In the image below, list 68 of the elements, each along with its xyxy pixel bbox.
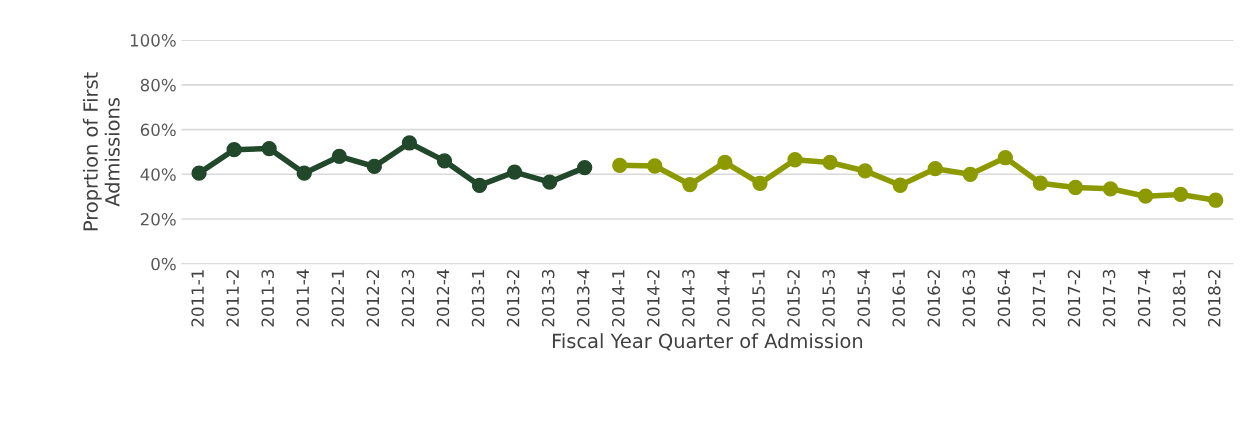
x-tick-label: 2014-4 [717, 269, 730, 327]
x-tick-label: 2015-1 [752, 270, 765, 327]
point [471, 177, 488, 194]
x-tick-label: 2016-2 [927, 270, 941, 327]
point [296, 165, 312, 181]
x-tick-label: 2016-1 [892, 270, 906, 327]
point [962, 166, 978, 182]
y-tick-label: 20% [140, 212, 176, 226]
x-tick-label: 2013-4 [576, 269, 590, 327]
point [1067, 179, 1084, 196]
point [261, 140, 277, 157]
point [191, 165, 207, 181]
x-tick-label: 2014-2 [647, 270, 660, 327]
point [787, 152, 803, 168]
y-tick-label: 0% [151, 257, 176, 271]
y-tick-label: 80% [140, 78, 176, 92]
point [682, 176, 698, 193]
x-tick-label: 2011-1 [191, 270, 204, 327]
point [1208, 192, 1224, 208]
point [506, 164, 523, 180]
point [822, 154, 838, 171]
x-axis-title: Fiscal Year Quarter of Admission [552, 333, 863, 351]
x-tick-label: 2017-3 [1102, 269, 1116, 327]
x-tick-label: 2018-2 [1207, 270, 1221, 327]
point [1172, 186, 1189, 203]
point [752, 175, 768, 192]
y-tick-label: 60% [140, 123, 176, 137]
x-tick-label: 2012-3 [401, 269, 415, 327]
x-tick-label: 2013-2 [506, 270, 520, 327]
x-tick-label: 2012-2 [366, 270, 380, 327]
x-tick-label: 2017-2 [1067, 270, 1081, 327]
point [717, 154, 733, 171]
x-tick-label: 2015-3 [822, 269, 835, 327]
point [647, 158, 663, 174]
point [857, 163, 873, 179]
x-tick-label: 2012-1 [331, 270, 345, 327]
point [226, 142, 242, 158]
x-tick-label: 2013-1 [471, 270, 485, 327]
x-tick-label: 2018-1 [1172, 270, 1186, 327]
point [541, 174, 558, 190]
point [1032, 175, 1049, 191]
x-tick-label: 2011-2 [226, 270, 239, 327]
x-tick-label: 2013-3 [541, 269, 555, 327]
x-tick-label: 2017-1 [1032, 270, 1046, 327]
x-tick-label: 2011-4 [296, 269, 310, 327]
x-tick-label: 2014-1 [611, 270, 625, 327]
x-tick-label: 2016-4 [997, 269, 1011, 327]
point [927, 161, 943, 177]
point [577, 159, 593, 176]
point [997, 150, 1013, 166]
x-tick-label: 2017-4 [1137, 269, 1151, 327]
point [1102, 181, 1119, 197]
x-tick-label: 2015-4 [857, 269, 870, 327]
point [612, 157, 628, 173]
y-tick-label: 40% [140, 168, 176, 181]
y-axis-title: Proprtion of First Admissions [82, 72, 120, 231]
point [1137, 188, 1154, 204]
point [892, 177, 908, 193]
point [331, 148, 347, 165]
x-tick-label: 2016-3 [962, 269, 976, 327]
x-tick-label: 2012-4 [436, 269, 450, 327]
x-tick-label: 2014-3 [682, 269, 695, 327]
point [401, 135, 418, 151]
x-tick-label: 2015-2 [787, 270, 800, 327]
y-tick-label: 100% [130, 34, 176, 47]
point [366, 158, 382, 175]
point [436, 153, 453, 169]
x-tick-label: 2011-3 [261, 269, 275, 327]
